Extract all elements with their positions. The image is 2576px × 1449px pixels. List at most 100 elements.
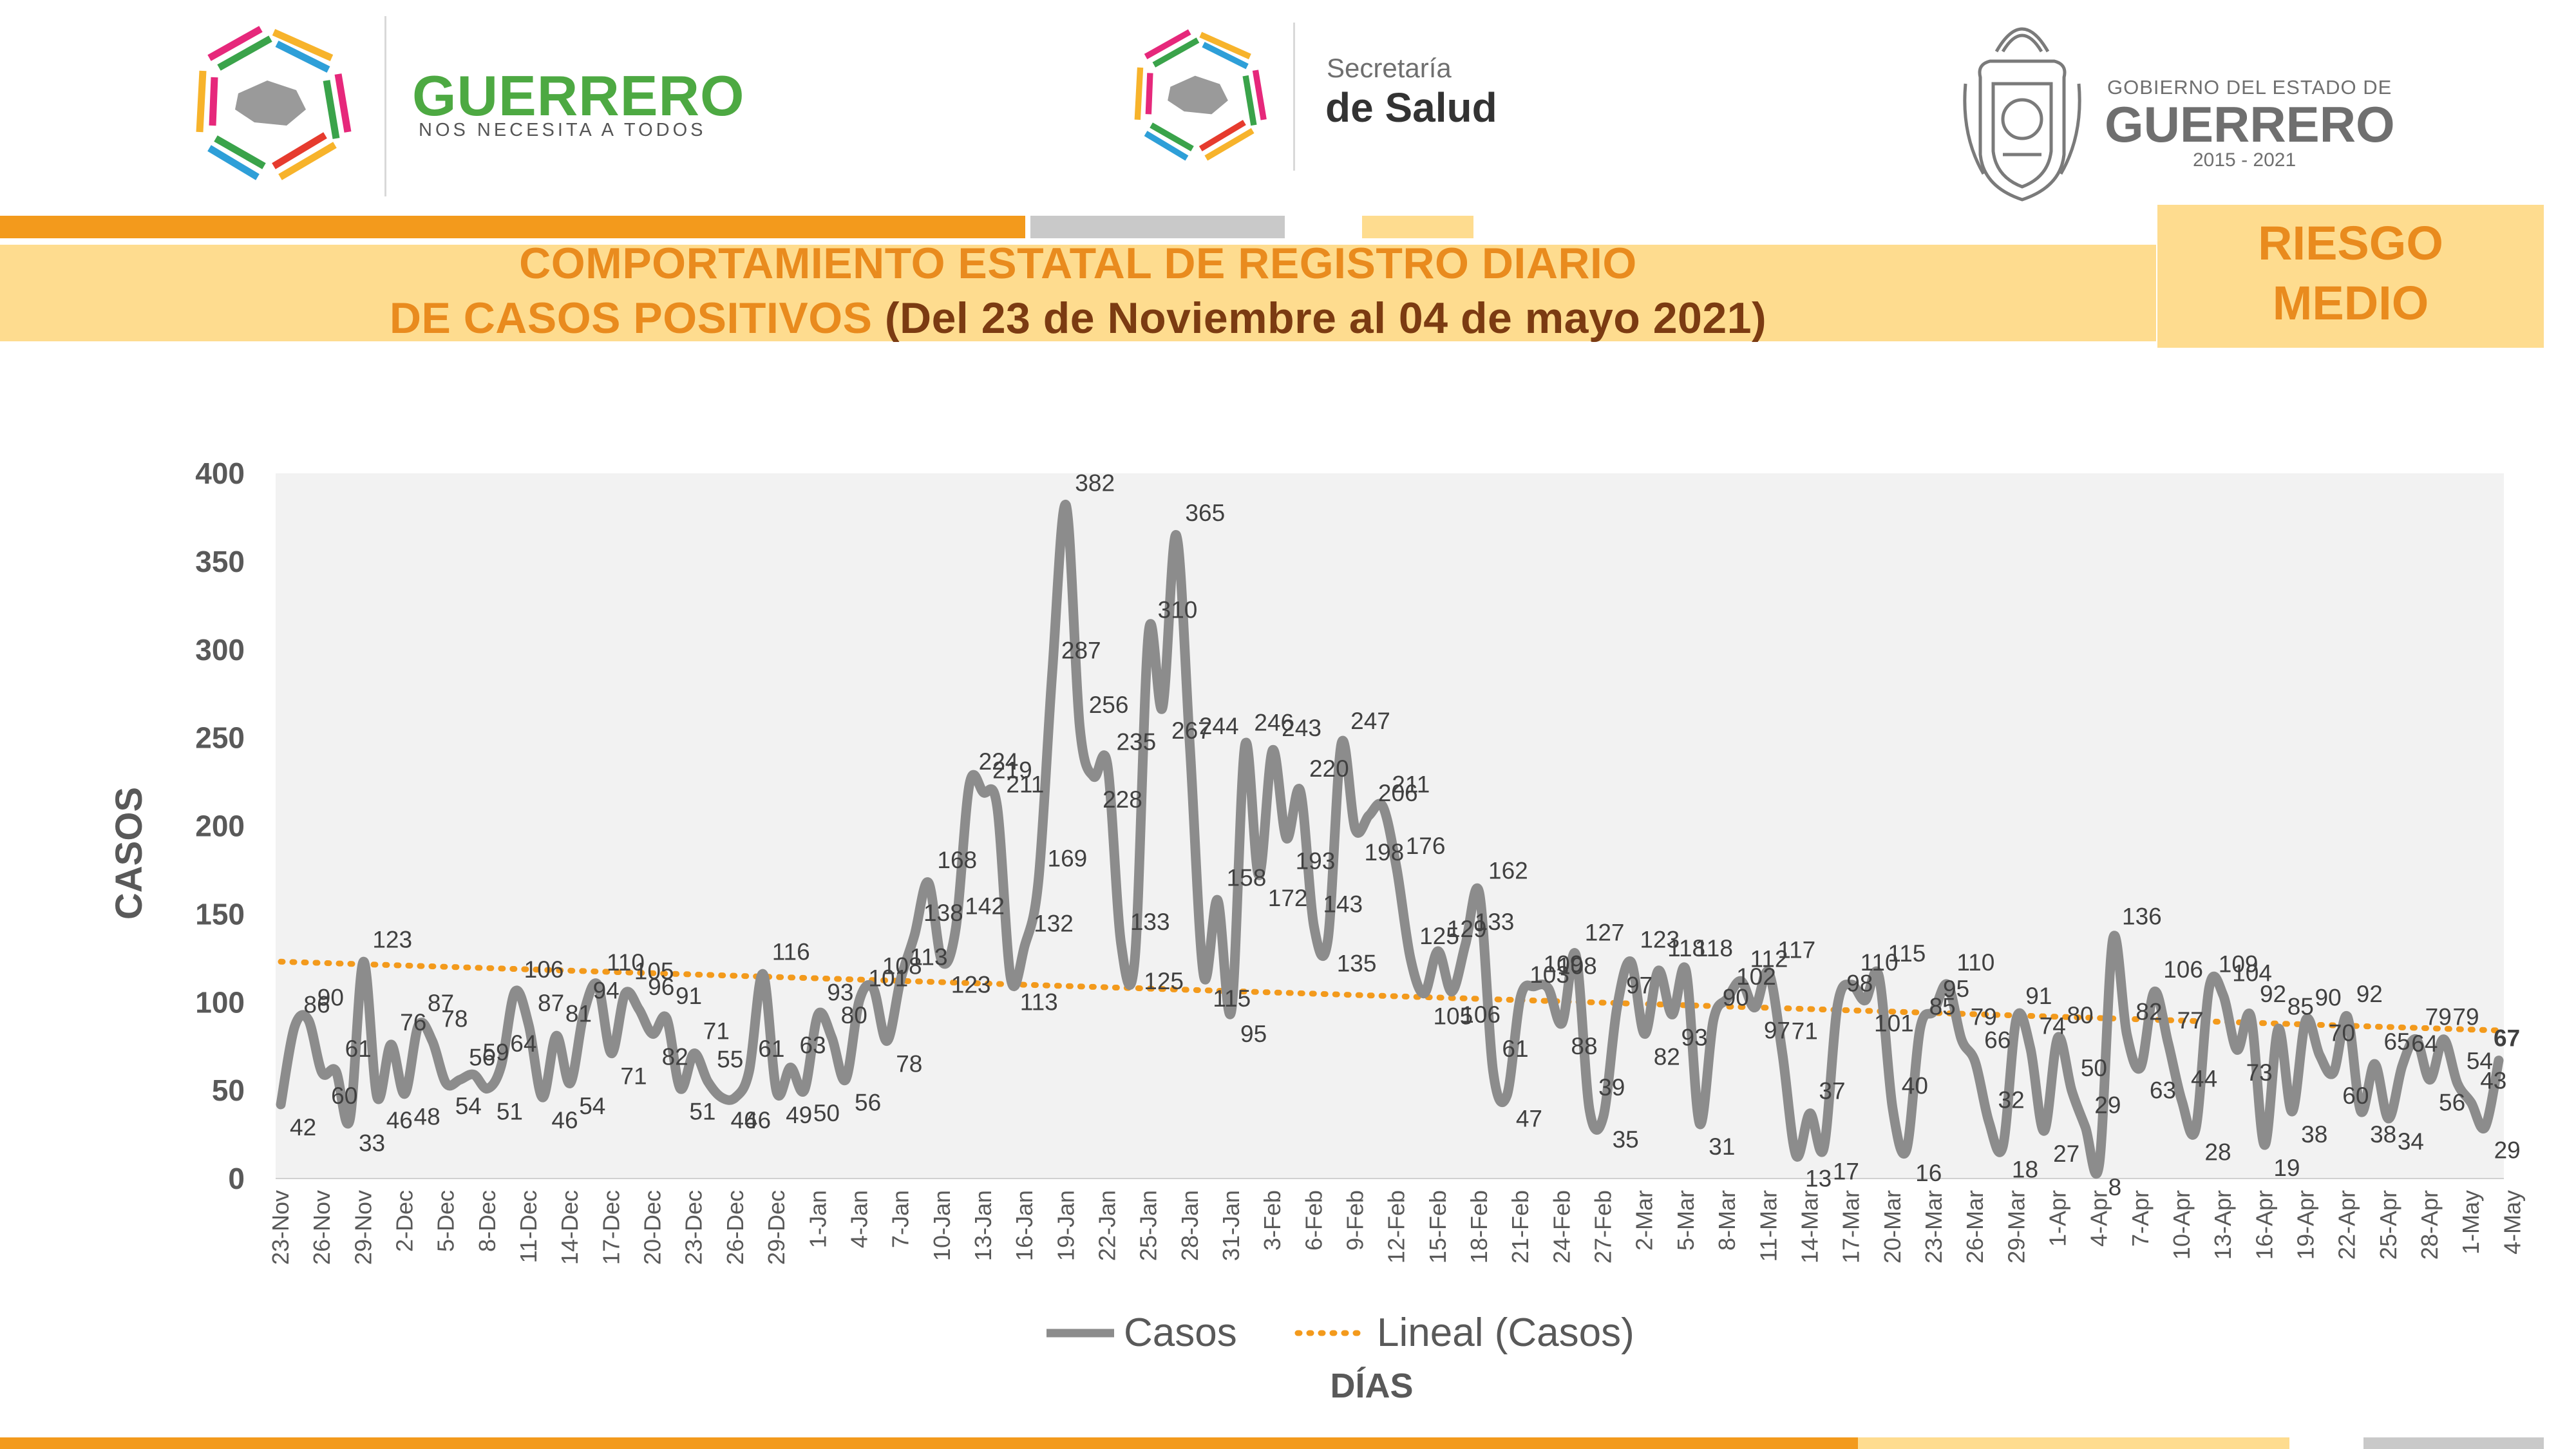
x-tick-label: 6-Feb <box>1300 1190 1327 1251</box>
data-label: 219 <box>992 757 1032 783</box>
x-tick-label: 7-Apr <box>2127 1190 2154 1247</box>
data-label: 158 <box>1227 864 1267 891</box>
data-label: 60 <box>2342 1083 2369 1109</box>
trend-line <box>278 958 2502 1034</box>
state-logo-line3: 2015 - 2021 <box>2193 149 2297 171</box>
data-label: 92 <box>2356 981 2383 1007</box>
title-box <box>0 245 2156 341</box>
data-label: 71 <box>620 1063 647 1090</box>
x-tick-label: 21-Feb <box>1507 1190 1533 1264</box>
y-tick-label: 400 <box>195 457 245 490</box>
salud-logo-line2: de Salud <box>1325 84 1497 131</box>
data-label: 135 <box>1337 950 1377 976</box>
data-label: 267 <box>1171 717 1211 744</box>
logo-divider-2 <box>1293 23 1295 171</box>
bottom-band-light <box>1858 1437 2289 1449</box>
x-axis-title: DÍAS <box>1330 1367 1413 1405</box>
y-tick-label: 300 <box>195 633 245 667</box>
title-line-2-main: DE CASOS POSITIVOS <box>389 294 873 343</box>
data-label: 54 <box>2467 1048 2493 1074</box>
data-label: 133 <box>1475 909 1515 935</box>
x-tick-label: 23-Dec <box>681 1190 707 1265</box>
data-label: 365 <box>1185 500 1225 526</box>
data-label: 73 <box>2246 1059 2273 1086</box>
data-label: 50 <box>2081 1055 2107 1081</box>
y-tick-label: 0 <box>228 1162 245 1195</box>
y-tick-label: 100 <box>195 985 245 1019</box>
data-label: 64 <box>2411 1030 2438 1057</box>
data-label: 287 <box>1061 637 1101 663</box>
data-label: 63 <box>799 1032 826 1059</box>
data-label: 40 <box>1902 1073 1928 1099</box>
x-tick-label: 16-Apr <box>2251 1190 2277 1260</box>
x-tick-label: 8-Mar <box>1714 1190 1740 1251</box>
data-label: 113 <box>910 944 948 971</box>
data-label: 94 <box>593 978 620 1004</box>
top-band-orange <box>0 216 1025 238</box>
x-tick-label: 1-May <box>2458 1190 2484 1255</box>
salud-logo-line1: Secretaría <box>1327 53 1452 83</box>
x-tick-label: 20-Mar <box>1879 1190 1906 1264</box>
guerrero-logo-title: GUERRERO <box>412 64 745 128</box>
data-label: 102 <box>1736 963 1776 990</box>
data-label: 78 <box>441 1005 468 1032</box>
x-tick-label: 28-Apr <box>2416 1190 2443 1260</box>
data-label: 17 <box>1833 1158 1859 1184</box>
data-label: 101 <box>1874 1010 1914 1037</box>
data-label: 101 <box>868 965 908 992</box>
data-label: 90 <box>1723 985 1749 1011</box>
data-label: 33 <box>359 1130 385 1157</box>
risk-line-2: MEDIO <box>2272 276 2429 330</box>
data-label: 106 <box>1461 1001 1501 1028</box>
data-label: 8 <box>2108 1174 2122 1200</box>
data-label: 29 <box>2094 1092 2121 1119</box>
data-label: 85 <box>1929 993 1956 1019</box>
x-tick-label: 9-Feb <box>1342 1190 1368 1251</box>
x-tick-label: 1-Jan <box>804 1190 831 1248</box>
data-label: 97 <box>1764 1017 1790 1043</box>
x-tick-label: 19-Jan <box>1052 1190 1079 1261</box>
data-label: 82 <box>1654 1044 1680 1070</box>
x-tick-label: 11-Dec <box>515 1190 542 1263</box>
y-tick-label: 250 <box>195 721 245 755</box>
data-label: 31 <box>1709 1133 1735 1160</box>
data-label: 39 <box>1598 1074 1625 1101</box>
data-label: 46 <box>551 1107 578 1133</box>
data-label: 382 <box>1075 469 1115 496</box>
cases-line <box>276 500 2504 1179</box>
data-label: 105 <box>634 958 674 985</box>
data-label: 34 <box>2398 1128 2424 1155</box>
data-label: 172 <box>1268 885 1308 911</box>
data-label: 112 <box>1750 945 1788 972</box>
data-label: 93 <box>1681 1024 1708 1050</box>
data-label: 71 <box>703 1018 730 1045</box>
x-tick-label: 14-Dec <box>556 1190 583 1265</box>
data-label: 110 <box>1956 949 1994 976</box>
x-tick-label: 2-Mar <box>1631 1190 1658 1251</box>
data-label: 246 <box>1254 710 1294 736</box>
data-label: 206 <box>1378 780 1418 806</box>
risk-line-1: RIESGO <box>2258 216 2443 270</box>
data-label: 93 <box>827 979 853 1005</box>
data-label: 61 <box>345 1036 372 1062</box>
data-label: 132 <box>1034 911 1074 937</box>
data-label: 105 <box>1433 1003 1473 1030</box>
data-label: 310 <box>1158 596 1198 623</box>
data-label: 79 <box>2425 1004 2452 1030</box>
data-label: 228 <box>1103 786 1142 813</box>
data-label: 71 <box>1792 1018 1818 1045</box>
data-label: 193 <box>1296 848 1336 875</box>
data-label: 64 <box>510 1030 536 1057</box>
data-label: 96 <box>648 974 674 1000</box>
data-label: 87 <box>538 990 564 1016</box>
data-label: 66 <box>1984 1027 2011 1053</box>
data-label: 115 <box>1213 985 1251 1012</box>
data-label: 38 <box>2301 1121 2327 1148</box>
data-label: 123 <box>372 926 412 952</box>
salud-logo <box>1124 23 1272 167</box>
y-tick-label: 50 <box>212 1074 245 1107</box>
data-label: 92 <box>2260 981 2286 1007</box>
x-tick-label: 4-Apr <box>2086 1190 2112 1247</box>
data-label: 127 <box>1585 919 1625 945</box>
risk-box <box>2157 205 2544 348</box>
